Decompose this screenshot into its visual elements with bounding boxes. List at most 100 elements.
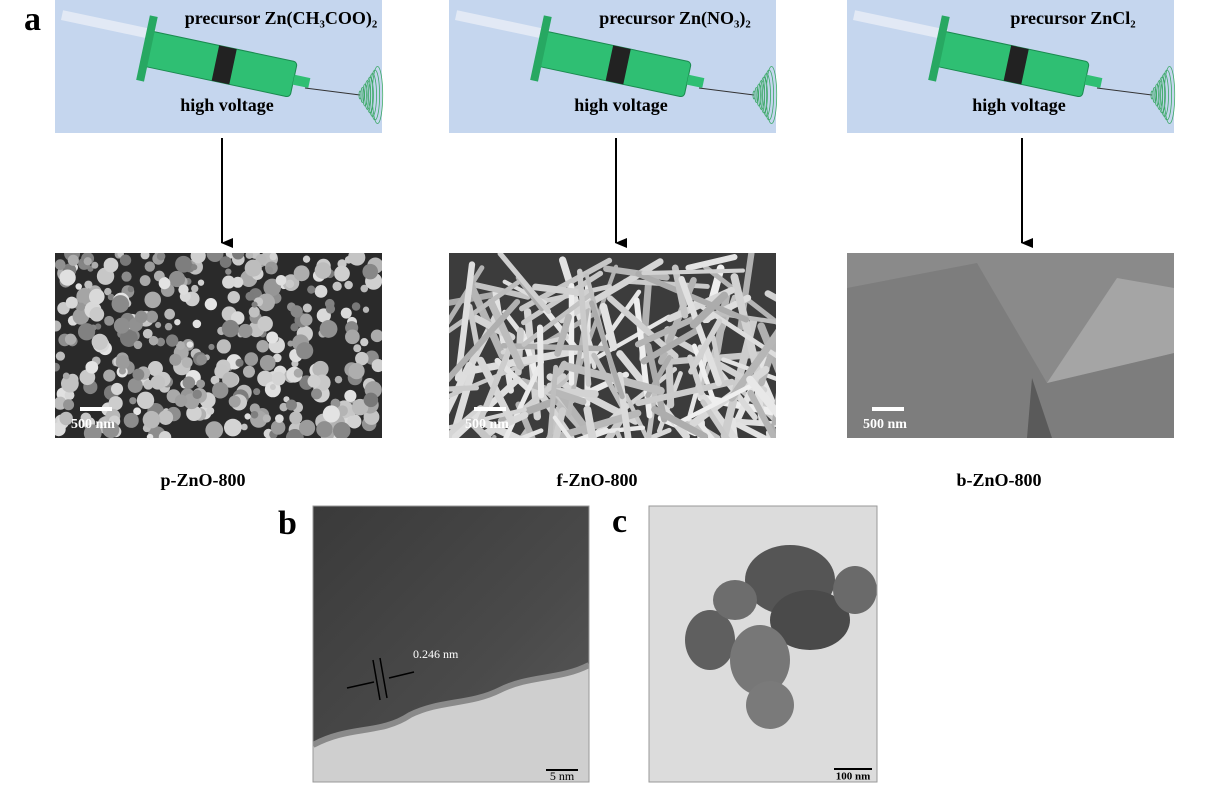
scale-bar-label: 500 nm (465, 417, 509, 432)
particle (362, 306, 370, 313)
particle (244, 259, 262, 277)
particle (55, 422, 66, 437)
particle (142, 410, 161, 429)
particle (257, 316, 273, 332)
rod (449, 298, 521, 383)
tem-image (313, 506, 589, 782)
particle (158, 410, 174, 425)
particle (319, 320, 338, 338)
particle (334, 375, 343, 384)
particle (182, 376, 196, 390)
particle (111, 295, 130, 313)
particle (107, 293, 115, 301)
plunger (852, 10, 948, 40)
particle (77, 323, 96, 341)
precursor-label: precursor Zn(NO₃)₂ (599, 8, 751, 29)
rod (552, 407, 567, 438)
band (605, 45, 631, 85)
facet (847, 263, 1174, 438)
particle (166, 334, 179, 347)
particle (262, 414, 271, 423)
particle (127, 286, 134, 293)
particle (103, 369, 116, 382)
particle (256, 339, 269, 353)
rod (547, 364, 559, 438)
particle (293, 265, 310, 282)
particle (325, 304, 336, 314)
particle (249, 403, 260, 414)
rod (599, 302, 618, 351)
particle (355, 351, 369, 366)
particle (91, 333, 108, 351)
rod (771, 392, 776, 426)
rod (710, 335, 725, 384)
particle (250, 410, 259, 419)
particle (259, 354, 276, 371)
rod (759, 400, 776, 427)
rod (746, 375, 776, 418)
particle (64, 333, 77, 345)
particle (302, 303, 312, 313)
particle (332, 281, 342, 291)
particle (196, 379, 206, 389)
facet (1027, 378, 1052, 438)
rod (586, 314, 671, 365)
scale-bar (872, 407, 904, 411)
rod (449, 364, 477, 438)
particle (351, 398, 369, 416)
syringe (454, 10, 778, 124)
jet (371, 66, 384, 124)
particle (302, 255, 311, 263)
particle (132, 368, 145, 381)
rod (646, 384, 659, 438)
particle (322, 405, 340, 423)
particle (84, 280, 93, 289)
plunger (454, 10, 550, 40)
particle (345, 329, 360, 345)
particle (91, 261, 99, 269)
rod (449, 385, 479, 392)
particle (65, 296, 78, 309)
rod (500, 343, 607, 352)
particle (64, 390, 75, 401)
particle (275, 414, 284, 423)
needle (304, 87, 361, 96)
particle (271, 371, 286, 386)
particle (191, 264, 198, 271)
rod (449, 265, 485, 325)
rod (449, 361, 473, 415)
particle (253, 388, 261, 396)
particle (181, 357, 193, 368)
particle (227, 291, 240, 304)
process-label: high voltage (574, 95, 668, 115)
particle (59, 269, 76, 286)
particle (245, 253, 254, 259)
lattice-label: 0.246 nm (413, 647, 459, 661)
particle (344, 280, 353, 290)
jet (1154, 83, 1160, 107)
particle (225, 268, 232, 275)
rod (795, 386, 850, 442)
particle (311, 388, 322, 400)
particle (85, 360, 99, 374)
particle (133, 340, 143, 350)
rod (685, 254, 738, 271)
rod (468, 280, 531, 300)
syringe (60, 10, 384, 124)
particle (347, 414, 362, 429)
particle (75, 283, 82, 290)
particle (174, 394, 188, 407)
panel-label: b (278, 505, 297, 542)
facet (1047, 278, 1174, 383)
particle (55, 351, 66, 361)
particle (123, 412, 139, 428)
rod (700, 399, 730, 438)
particle (76, 287, 94, 305)
rod (466, 303, 481, 351)
particle (115, 355, 130, 370)
particle (241, 423, 248, 431)
particle (232, 276, 244, 288)
rod (697, 421, 715, 438)
particle (144, 261, 156, 272)
particle (83, 257, 92, 266)
